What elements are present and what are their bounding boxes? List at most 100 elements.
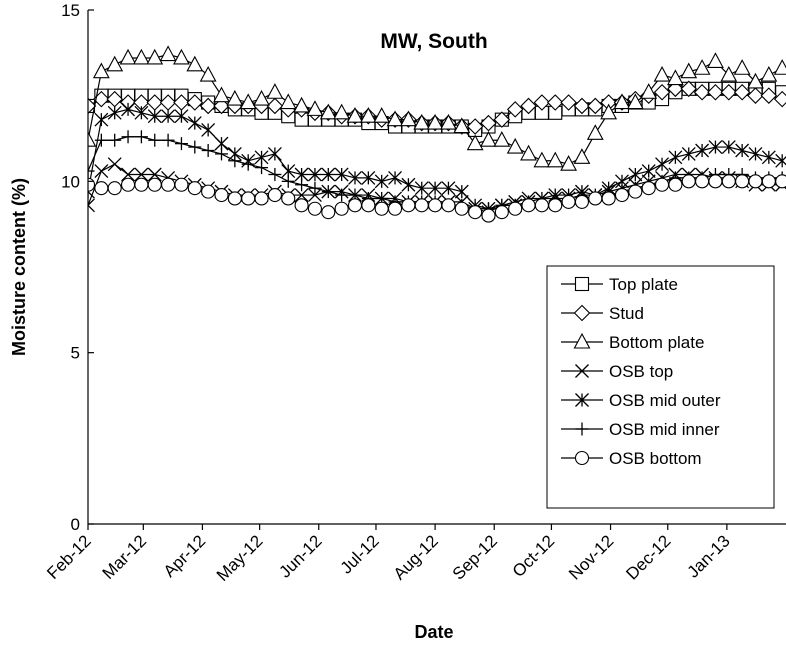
data-point	[533, 151, 551, 168]
data-point	[493, 111, 511, 128]
data-point	[575, 422, 589, 436]
data-point	[107, 181, 122, 196]
data-point	[107, 105, 122, 120]
legend-item-top-plate: Top plate	[561, 275, 678, 294]
legend-item-bottom-plate: Bottom plate	[561, 332, 704, 352]
data-point	[374, 174, 389, 189]
data-point	[321, 205, 336, 220]
data-point	[346, 107, 364, 123]
data-point	[188, 140, 202, 154]
data-point	[306, 100, 324, 116]
data-point	[241, 157, 255, 171]
data-point	[414, 198, 429, 213]
data-point	[441, 198, 456, 213]
data-point	[493, 131, 511, 147]
data-point	[335, 188, 349, 202]
data-point	[666, 69, 684, 86]
data-point	[735, 174, 750, 189]
legend-label: OSB mid inner	[609, 420, 720, 439]
data-point	[480, 114, 497, 132]
data-point	[214, 147, 228, 161]
data-point	[241, 191, 256, 206]
data-point	[307, 188, 322, 202]
legend-box	[546, 265, 775, 509]
data-point	[201, 184, 216, 199]
data-point	[520, 97, 537, 115]
data-point	[334, 201, 349, 216]
legend: Top plate Stud Bottom plate OSB top OSB mid …	[546, 265, 775, 509]
data-point	[108, 133, 122, 147]
data-point	[387, 201, 403, 216]
data-point	[121, 102, 136, 117]
legend-label: Top plate	[609, 275, 678, 294]
data-point	[494, 205, 509, 220]
data-point	[308, 181, 322, 195]
data-point	[134, 130, 148, 144]
data-point	[161, 177, 176, 192]
data-point	[88, 131, 97, 147]
data-point	[201, 143, 215, 157]
data-point	[573, 332, 591, 349]
data-point	[147, 109, 162, 124]
axes-layer	[87, 10, 786, 525]
data-point	[187, 181, 202, 196]
data-point	[708, 174, 723, 189]
data-point	[640, 83, 658, 99]
data-point	[708, 140, 723, 155]
data-point	[119, 48, 137, 65]
data-point	[401, 198, 416, 213]
series-bottom-plate	[88, 45, 786, 171]
data-point	[653, 83, 671, 101]
data-point	[228, 154, 242, 168]
data-point	[466, 134, 484, 151]
data-point	[94, 164, 109, 179]
data-point	[92, 62, 110, 79]
data-point	[413, 113, 431, 130]
data-point	[293, 96, 311, 113]
data-point	[214, 187, 229, 203]
data-point	[574, 194, 589, 209]
legend-label: OSB mid outer	[609, 391, 721, 410]
data-point	[213, 86, 230, 103]
data-point	[307, 201, 322, 216]
data-point	[94, 133, 108, 147]
data-point	[733, 59, 751, 75]
data-point	[773, 90, 786, 108]
data-point	[132, 48, 150, 65]
data-point	[586, 124, 604, 140]
data-point	[281, 191, 296, 206]
data-point	[186, 55, 204, 72]
data-point	[227, 191, 242, 206]
data-point	[201, 122, 216, 137]
data-point	[321, 185, 335, 199]
data-point	[226, 89, 244, 106]
data-point	[468, 205, 483, 220]
data-point	[761, 150, 776, 165]
data-point	[361, 170, 376, 185]
data-point	[199, 97, 217, 115]
y-axis-title: Moisture content (%)	[9, 178, 29, 356]
data-point	[626, 93, 644, 110]
data-point	[187, 116, 202, 131]
data-point	[359, 107, 377, 123]
data-point	[440, 113, 457, 130]
data-point	[573, 97, 591, 115]
data-point	[134, 167, 149, 182]
data-point	[267, 146, 282, 161]
data-point	[295, 178, 309, 192]
data-point	[334, 167, 349, 182]
data-point	[720, 83, 738, 101]
data-point	[573, 304, 591, 322]
data-point	[88, 97, 97, 115]
data-point	[613, 93, 631, 110]
series-osb-bottom	[88, 174, 786, 223]
legend-item-osb-mid-outer: OSB mid outer	[561, 391, 721, 410]
data-point	[146, 48, 164, 65]
data-point	[693, 83, 711, 101]
data-point	[560, 94, 577, 111]
data-point	[760, 87, 778, 104]
data-point	[693, 59, 711, 75]
data-point	[281, 174, 295, 188]
data-point	[321, 167, 336, 182]
data-point	[681, 146, 696, 161]
